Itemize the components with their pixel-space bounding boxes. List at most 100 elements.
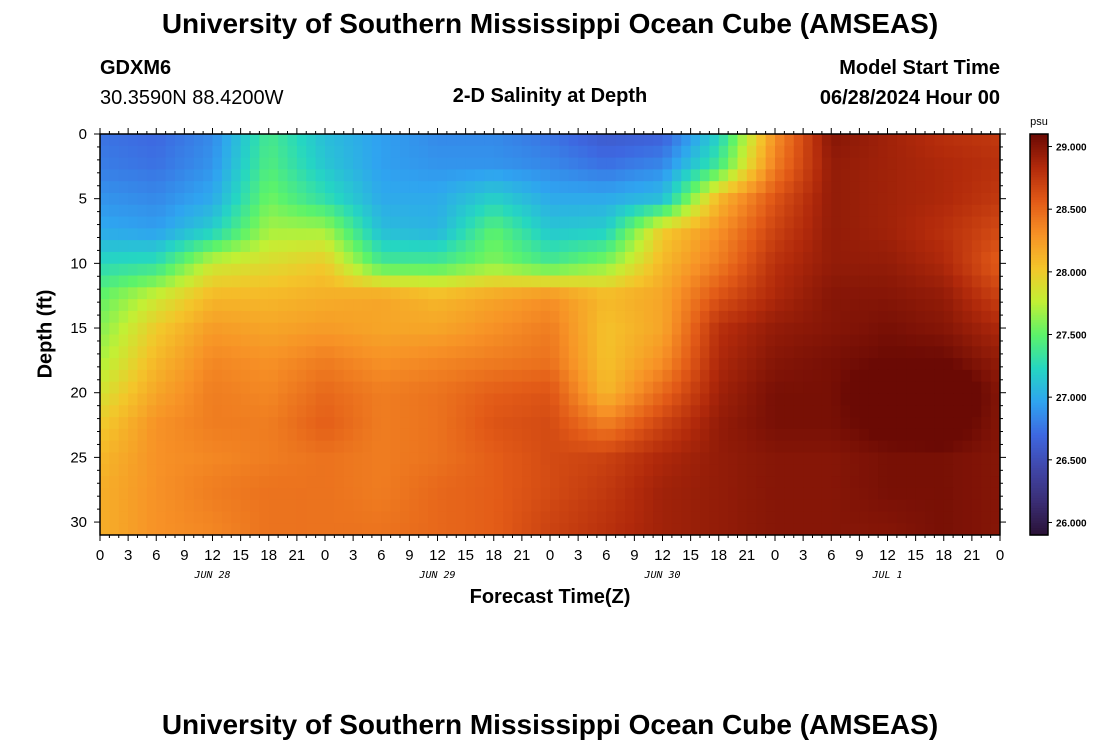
heatmap-cell	[118, 169, 129, 182]
heatmap-cell	[653, 240, 664, 253]
heatmap-cell	[287, 263, 298, 277]
heatmap-cell	[334, 381, 345, 395]
heatmap-cell	[221, 334, 232, 347]
heatmap-cell	[203, 216, 214, 229]
heatmap-cell	[559, 263, 570, 277]
heatmap-cell	[578, 523, 589, 535]
heatmap-cell	[831, 428, 842, 442]
heatmap-cell	[100, 358, 110, 371]
heatmap-cell	[137, 464, 148, 477]
heatmap-cell	[718, 287, 729, 300]
heatmap-cell	[803, 487, 814, 501]
heatmap-cell	[671, 263, 682, 277]
heatmap-cell	[775, 369, 785, 383]
heatmap-cell	[700, 263, 710, 277]
heatmap-cell	[896, 499, 907, 513]
heatmap-cell	[428, 134, 439, 147]
heatmap-cell	[306, 476, 317, 489]
heatmap-cell	[746, 310, 757, 324]
heatmap-cell	[756, 428, 767, 442]
colorbar-segment	[1030, 204, 1048, 208]
colorbar-segment	[1030, 286, 1048, 290]
heatmap-cell	[325, 369, 335, 383]
heatmap-cell	[981, 204, 992, 218]
heatmap-cell	[981, 381, 992, 395]
heatmap-cell	[681, 452, 692, 465]
heatmap-cell	[840, 381, 851, 395]
heatmap-cell	[296, 346, 307, 359]
heatmap-cell	[568, 440, 579, 454]
heatmap-cell	[184, 299, 195, 312]
heatmap-cell	[550, 228, 560, 241]
heatmap-cell	[465, 145, 476, 159]
heatmap-cell	[775, 216, 785, 229]
colorbar-segment	[1030, 136, 1048, 140]
heatmap-cell	[484, 369, 495, 383]
heatmap-cell	[596, 428, 607, 442]
heatmap-cell	[925, 476, 935, 489]
heatmap-cell	[568, 393, 579, 406]
heatmap-cell	[625, 428, 635, 442]
heatmap-cell	[231, 287, 242, 300]
heatmap-cell	[531, 487, 542, 501]
heatmap-cell	[953, 322, 964, 336]
heatmap-cell	[315, 275, 326, 288]
heatmap-cell	[850, 287, 860, 300]
heatmap-cell	[371, 417, 382, 430]
heatmap-cell	[315, 228, 326, 241]
heatmap-cell	[915, 181, 926, 194]
heatmap-cell	[156, 299, 167, 312]
heatmap-cell	[231, 216, 242, 229]
heatmap-cell	[446, 464, 457, 477]
heatmap-cell	[521, 134, 532, 147]
heatmap-cell	[568, 476, 579, 489]
heatmap-cell	[896, 464, 907, 477]
heatmap-cell	[634, 228, 645, 241]
heatmap-cell	[109, 169, 120, 182]
heatmap-cell	[568, 417, 579, 430]
heatmap-cell	[643, 145, 654, 159]
heatmap-cell	[118, 134, 129, 147]
heatmap-cell	[512, 523, 523, 535]
heatmap-cell	[240, 216, 251, 229]
heatmap-cell	[690, 204, 701, 218]
heatmap-cell	[803, 228, 814, 241]
heatmap-cell	[250, 358, 260, 371]
heatmap-cell	[353, 440, 364, 454]
heatmap-cell	[475, 369, 485, 383]
heatmap-cells	[100, 134, 1000, 535]
heatmap-cell	[596, 346, 607, 359]
heatmap-cell	[278, 299, 289, 312]
heatmap-cell	[137, 287, 148, 300]
heatmap-cell	[653, 346, 664, 359]
heatmap-cell	[521, 216, 532, 229]
heatmap-cell	[493, 499, 504, 513]
heatmap-cell	[475, 440, 485, 454]
heatmap-cell	[821, 251, 832, 265]
colorbar-segment	[1030, 146, 1048, 150]
heatmap-cell	[390, 440, 401, 454]
heatmap-cell	[109, 145, 120, 159]
heatmap-cell	[165, 487, 176, 501]
heatmap-cell	[840, 369, 851, 383]
heatmap-cell	[456, 381, 467, 395]
heatmap-cell	[334, 464, 345, 477]
colorbar-segment	[1030, 211, 1048, 215]
heatmap-cell	[409, 157, 420, 170]
heatmap-cell	[381, 134, 392, 147]
heatmap-cell	[728, 169, 739, 182]
heatmap-cell	[943, 346, 954, 359]
heatmap-cell	[475, 192, 485, 206]
heatmap-cell	[606, 381, 617, 395]
heatmap-cell	[671, 464, 682, 477]
heatmap-cell	[306, 487, 317, 501]
heatmap-cell	[325, 523, 335, 535]
heatmap-cell	[418, 428, 429, 442]
heatmap-cell	[756, 287, 767, 300]
heatmap-cell	[634, 346, 645, 359]
heatmap-cell	[456, 157, 467, 170]
heatmap-cell	[962, 369, 973, 383]
heatmap-cell	[465, 322, 476, 336]
colorbar-segment	[1030, 377, 1048, 381]
heatmap-cell	[306, 499, 317, 513]
